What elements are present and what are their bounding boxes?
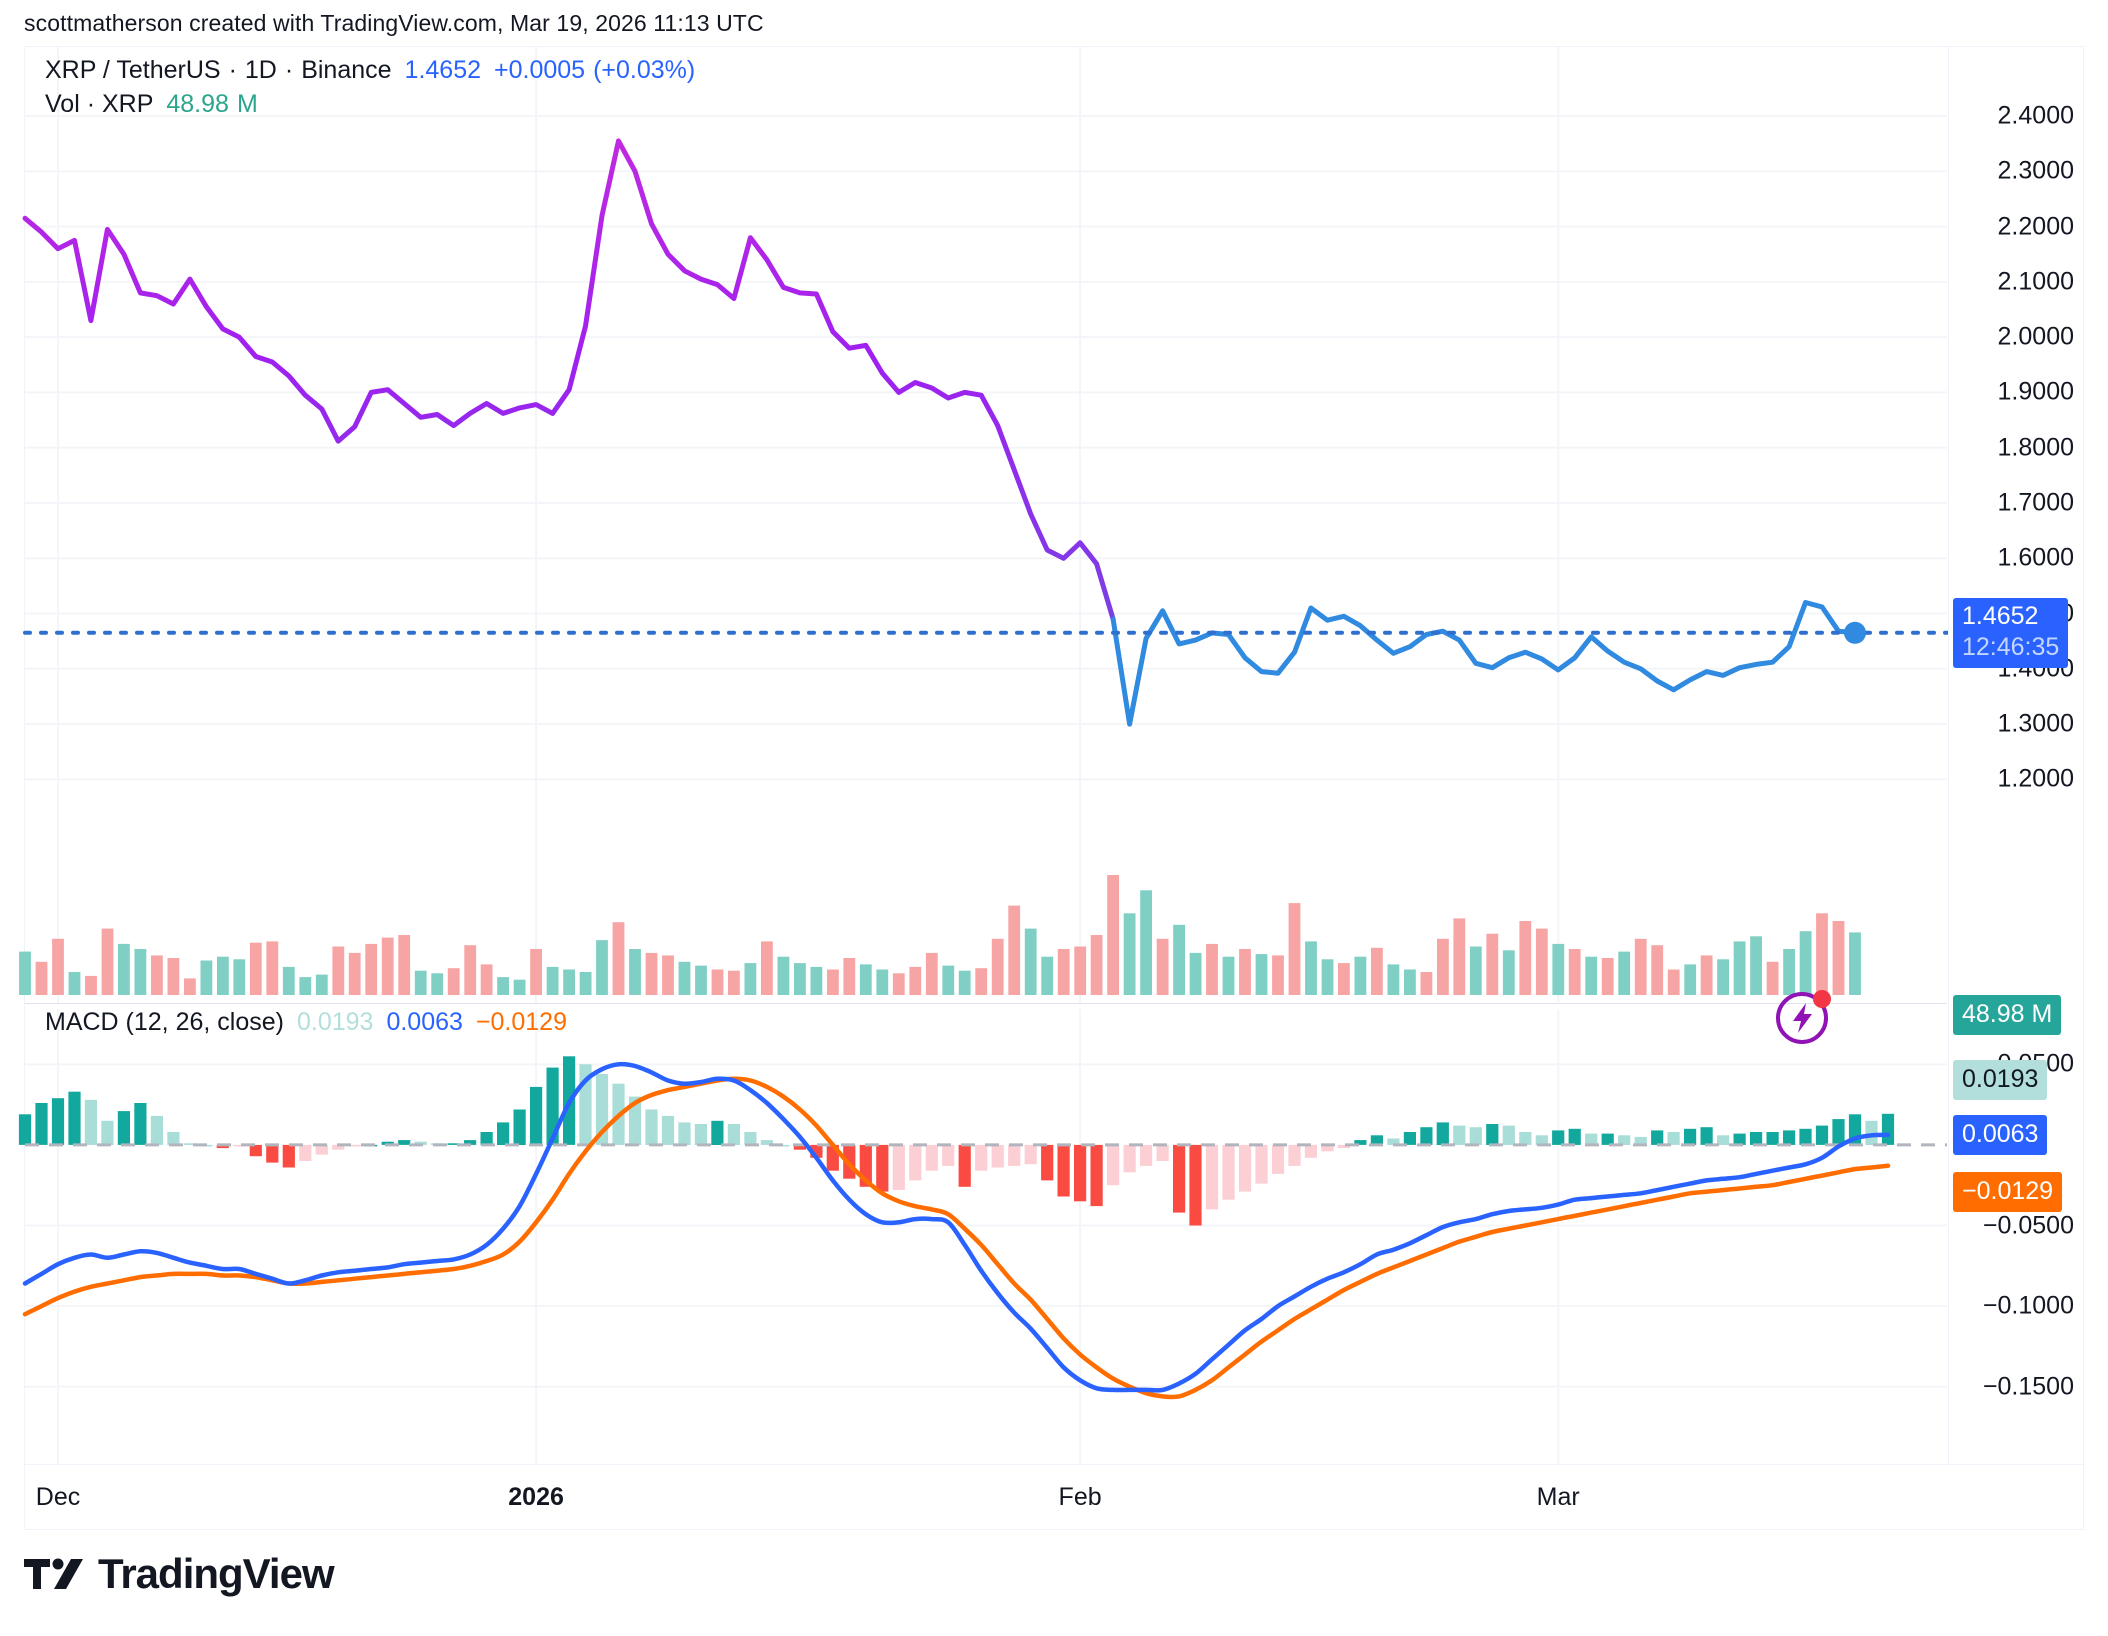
- current-price-countdown: 12:46:35: [1962, 632, 2060, 661]
- tradingview-logo[interactable]: TradingView: [24, 1550, 335, 1597]
- lightning-alert-icon[interactable]: [1773, 985, 1835, 1047]
- macd-hist-badge[interactable]: 0.0193: [1953, 1059, 2048, 1100]
- price-axis[interactable]: 2.4000 2.3000 2.2000 2.1000 2.0000 1.9000 1.80…: [1948, 47, 2084, 1464]
- time-axis-label: Mar: [1536, 1483, 1580, 1511]
- tradingview-mark-icon: [24, 1558, 83, 1589]
- price-axis-tick: 2.0000: [1997, 322, 2074, 351]
- time-axis-label: Feb: [1058, 1483, 1102, 1511]
- price-axis-tick: 2.2000: [1997, 212, 2074, 241]
- price-axis-tick: 2.1000: [1997, 267, 2074, 296]
- price-axis-tick: 1.8000: [1997, 433, 2074, 462]
- macd-signal-badge[interactable]: −0.0129: [1953, 1171, 2063, 1212]
- price-axis-tick: 1.2000: [1997, 764, 2074, 793]
- price-pane[interactable]: XRP / TetherUS · 1D · Binance 1.4652 +0.0005 (+…: [19, 47, 1949, 1003]
- tradingview-wordmark: TradingView: [98, 1550, 335, 1597]
- price-axis-tick: 1.3000: [1997, 709, 2074, 738]
- macd-plot: [18, 1009, 1947, 1464]
- pane-divider[interactable]: [25, 1003, 1947, 1004]
- time-axis-label: Dec: [35, 1483, 81, 1511]
- macd-line-badge[interactable]: 0.0063: [1953, 1114, 2048, 1155]
- macd-axis-tick: −0.1500: [1982, 1372, 2074, 1401]
- volume-badge[interactable]: 48.98 M: [1953, 995, 2062, 1035]
- price-axis-tick: 1.7000: [1997, 488, 2074, 517]
- current-price-value: 1.4652: [1962, 601, 2039, 630]
- time-axis-label: 2026: [508, 1483, 564, 1511]
- current-price-badge[interactable]: 1.4652 12:46:35: [1953, 597, 2069, 668]
- macd-axis-tick: −0.0500: [1982, 1211, 2074, 1239]
- price-plot: [19, 47, 1949, 1003]
- price-axis-tick: 1.9000: [1997, 377, 2074, 406]
- attribution-text: scottmatherson created with TradingView.…: [24, 10, 764, 36]
- price-axis-tick: 1.6000: [1997, 543, 2074, 572]
- macd-pane[interactable]: MACD (12, 26, close) 0.0193 0.0063 −0.0129: [18, 1008, 1947, 1464]
- price-axis-tick: 2.3000: [1997, 156, 2074, 185]
- price-axis-tick: 2.4000: [1997, 101, 2074, 130]
- chart-frame: XRP / TetherUS · 1D · Binance 1.4652 +0.0005 (+…: [18, 46, 2084, 1530]
- macd-axis-tick: −0.1000: [1982, 1291, 2074, 1320]
- time-axis[interactable]: Dec 2026 Feb Mar: [25, 1464, 2083, 1529]
